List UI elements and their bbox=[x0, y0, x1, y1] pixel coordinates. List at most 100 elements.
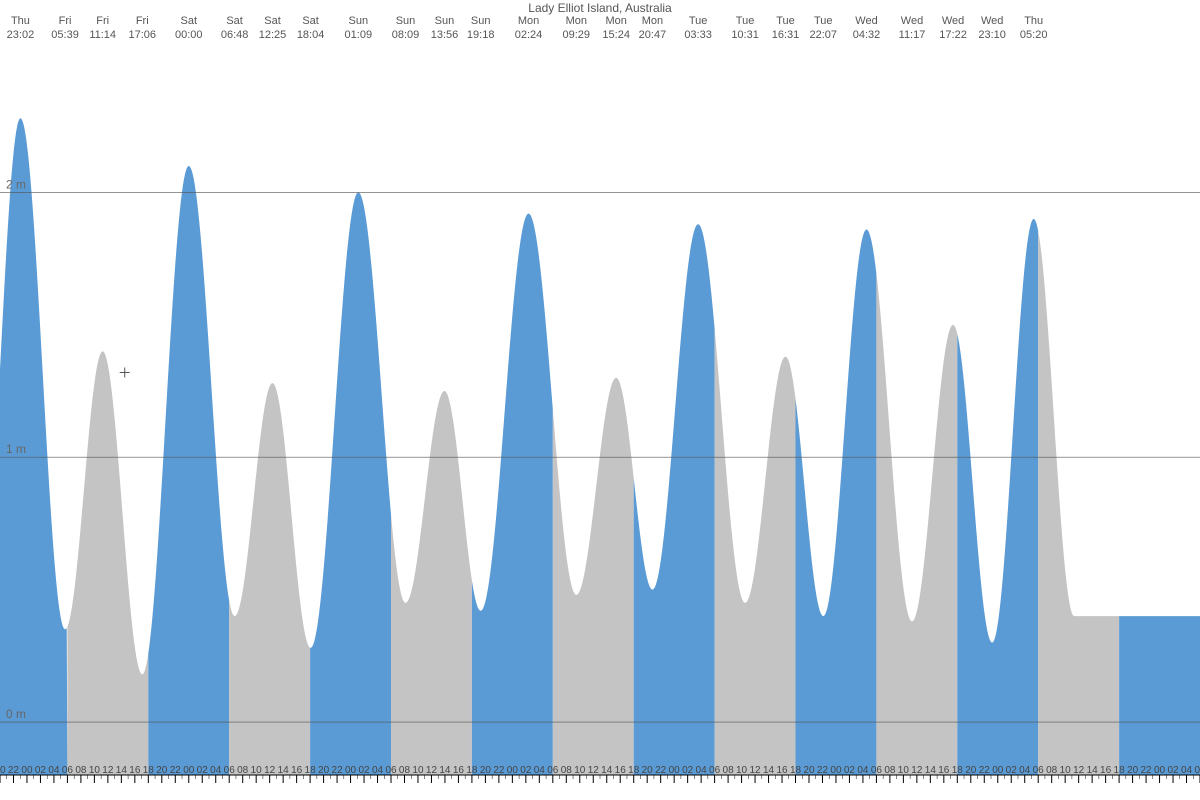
x-hour-label-168: 00 bbox=[992, 765, 1004, 776]
x-hour-label-82: 10 bbox=[412, 765, 424, 776]
extreme-day-17: Tue bbox=[736, 15, 755, 27]
x-hour-label-170: 02 bbox=[1006, 765, 1018, 776]
y-label-0m: 0 m bbox=[6, 707, 26, 721]
x-hour-label-190: 22 bbox=[1141, 765, 1153, 776]
extreme-day-9: Sun bbox=[396, 15, 416, 27]
extreme-time-1: 05:39 bbox=[51, 29, 79, 41]
extreme-day-12: Mon bbox=[518, 15, 539, 27]
x-hour-label-152: 08 bbox=[884, 765, 896, 776]
extreme-day-15: Mon bbox=[642, 15, 663, 27]
tide-segment-7 bbox=[553, 378, 634, 775]
tide-segment-1 bbox=[67, 351, 148, 775]
extreme-day-11: Sun bbox=[471, 15, 491, 27]
tide-segment-11 bbox=[876, 274, 957, 775]
x-hour-label-58: 10 bbox=[251, 765, 263, 776]
extreme-day-13: Mon bbox=[566, 15, 587, 27]
x-hour-label-156: 12 bbox=[911, 765, 923, 776]
x-hour-label-126: 06 bbox=[709, 765, 721, 776]
extreme-time-23: 23:10 bbox=[978, 29, 1006, 41]
x-hour-label-118: 22 bbox=[655, 765, 667, 776]
x-hour-label-198: 06 bbox=[1194, 765, 1200, 776]
extreme-day-22: Wed bbox=[942, 15, 964, 27]
extreme-time-18: 16:31 bbox=[772, 29, 800, 41]
x-hour-label-42: 18 bbox=[143, 765, 155, 776]
x-hour-label-164: 20 bbox=[965, 765, 977, 776]
tide-segment-10 bbox=[796, 230, 877, 775]
x-hour-label-114: 18 bbox=[628, 765, 640, 776]
x-hour-label-176: 08 bbox=[1046, 765, 1058, 776]
tide-segment-9 bbox=[715, 328, 796, 775]
extreme-time-10: 13:56 bbox=[431, 29, 459, 41]
tide-segment-8 bbox=[634, 224, 715, 775]
x-hour-label-70: 22 bbox=[332, 765, 344, 776]
x-hour-label-94: 22 bbox=[493, 765, 505, 776]
extreme-time-7: 18:04 bbox=[297, 29, 325, 41]
chart-title: Lady Elliot Island, Australia bbox=[528, 1, 672, 15]
x-hour-label-174: 06 bbox=[1033, 765, 1045, 776]
x-hour-label-62: 14 bbox=[278, 765, 290, 776]
x-hour-label-192: 00 bbox=[1154, 765, 1166, 776]
x-hour-label-48: 00 bbox=[183, 765, 195, 776]
x-hour-label-186: 18 bbox=[1114, 765, 1126, 776]
tide-segment-4 bbox=[310, 192, 391, 775]
x-hour-label-102: 06 bbox=[547, 765, 559, 776]
extreme-day-16: Tue bbox=[689, 15, 708, 27]
x-hour-label-96: 00 bbox=[507, 765, 519, 776]
x-hour-label-184: 16 bbox=[1100, 765, 1112, 776]
x-hour-label-38: 14 bbox=[116, 765, 128, 776]
x-hour-label-172: 04 bbox=[1019, 765, 1031, 776]
extreme-day-6: Sat bbox=[264, 15, 281, 27]
x-hour-label-140: 20 bbox=[803, 765, 815, 776]
x-hour-label-20: 20 bbox=[0, 765, 6, 776]
x-hour-label-100: 04 bbox=[534, 765, 546, 776]
x-hour-label-188: 20 bbox=[1127, 765, 1139, 776]
tide-segment-3 bbox=[229, 383, 310, 775]
x-hour-label-154: 10 bbox=[898, 765, 910, 776]
extreme-time-17: 10:31 bbox=[731, 29, 759, 41]
extreme-day-7: Sat bbox=[302, 15, 319, 27]
extreme-day-20: Wed bbox=[855, 15, 877, 27]
x-hour-label-160: 16 bbox=[938, 765, 950, 776]
extreme-time-19: 22:07 bbox=[810, 29, 838, 41]
x-hour-label-142: 22 bbox=[817, 765, 829, 776]
extreme-time-2: 11:14 bbox=[89, 29, 116, 41]
x-hour-label-64: 16 bbox=[291, 765, 303, 776]
extreme-day-2: Fri bbox=[96, 15, 109, 27]
x-hour-label-36: 12 bbox=[102, 765, 114, 776]
extreme-day-23: Wed bbox=[981, 15, 1003, 27]
x-hour-label-112: 16 bbox=[615, 765, 627, 776]
x-hour-label-104: 08 bbox=[561, 765, 573, 776]
x-hour-label-110: 14 bbox=[601, 765, 613, 776]
tide-segment-13 bbox=[1038, 231, 1119, 775]
x-hour-label-146: 02 bbox=[844, 765, 856, 776]
tide-chart: 0 m1 m2 mLady Elliot Island, AustraliaTh… bbox=[0, 0, 1200, 800]
extreme-time-4: 00:00 bbox=[175, 29, 203, 41]
extreme-time-9: 08:09 bbox=[392, 29, 420, 41]
extreme-time-3: 17:06 bbox=[128, 29, 156, 41]
tide-segment-5 bbox=[391, 391, 472, 775]
extreme-day-10: Sun bbox=[435, 15, 455, 27]
x-hour-label-132: 12 bbox=[749, 765, 761, 776]
x-hour-label-26: 02 bbox=[35, 765, 47, 776]
x-hour-label-116: 20 bbox=[642, 765, 654, 776]
x-hour-label-178: 10 bbox=[1060, 765, 1072, 776]
x-hour-label-150: 06 bbox=[871, 765, 883, 776]
extreme-time-6: 12:25 bbox=[259, 29, 287, 41]
x-hour-label-30: 06 bbox=[62, 765, 74, 776]
extreme-time-12: 02:24 bbox=[515, 29, 543, 41]
x-hour-label-50: 02 bbox=[197, 765, 209, 776]
y-label-2m: 2 m bbox=[6, 177, 26, 191]
extreme-day-0: Thu bbox=[11, 15, 30, 27]
tide-segment-12 bbox=[957, 219, 1038, 775]
x-hour-label-76: 04 bbox=[372, 765, 384, 776]
tide-segment-2 bbox=[148, 166, 229, 775]
x-hour-label-56: 08 bbox=[237, 765, 249, 776]
extreme-day-19: Tue bbox=[814, 15, 833, 27]
x-hour-label-52: 04 bbox=[210, 765, 222, 776]
x-hour-label-72: 00 bbox=[345, 765, 357, 776]
x-hour-label-74: 02 bbox=[358, 765, 370, 776]
extreme-day-1: Fri bbox=[59, 15, 72, 27]
x-hour-label-182: 14 bbox=[1087, 765, 1099, 776]
extreme-time-15: 20:47 bbox=[639, 29, 667, 41]
x-hour-label-24: 00 bbox=[21, 765, 33, 776]
